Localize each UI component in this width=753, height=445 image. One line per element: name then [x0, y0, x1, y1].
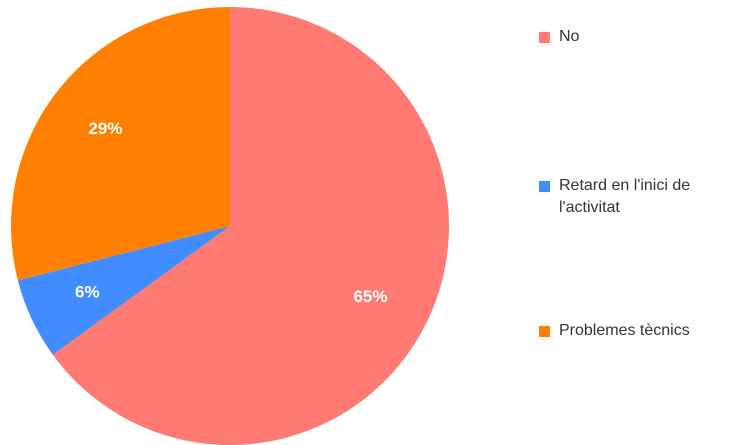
legend-label-retard: Retard en l'inici de l'activitat: [559, 177, 691, 216]
legend-item-problemes: Problemes tècnics: [539, 320, 753, 342]
legend-label-problemes: Problemes tècnics: [559, 322, 690, 339]
pie-slice-problemes-tecnics: [11, 7, 230, 281]
legend-item-retard: Retard en l'inici de l'activitat: [539, 175, 753, 219]
pie-slice-retard-en-l-inici-de-l-activitat: [17, 226, 231, 355]
legend-swatch-problemes: [539, 326, 550, 337]
legend-swatch-retard: [539, 181, 550, 192]
legend-label-no: No: [559, 28, 580, 45]
pie-slice-no: [52, 7, 449, 445]
data-label-problemes-tecnics: 29%: [88, 119, 122, 138]
legend-item-no: No: [539, 26, 753, 48]
legend-swatch-no: [539, 32, 550, 43]
pie-chart: 65% 6% 29%: [11, 7, 449, 445]
data-label-retard-en-l-inici-de-l-activitat: 6%: [75, 283, 100, 302]
data-label-no: 65%: [353, 287, 387, 306]
